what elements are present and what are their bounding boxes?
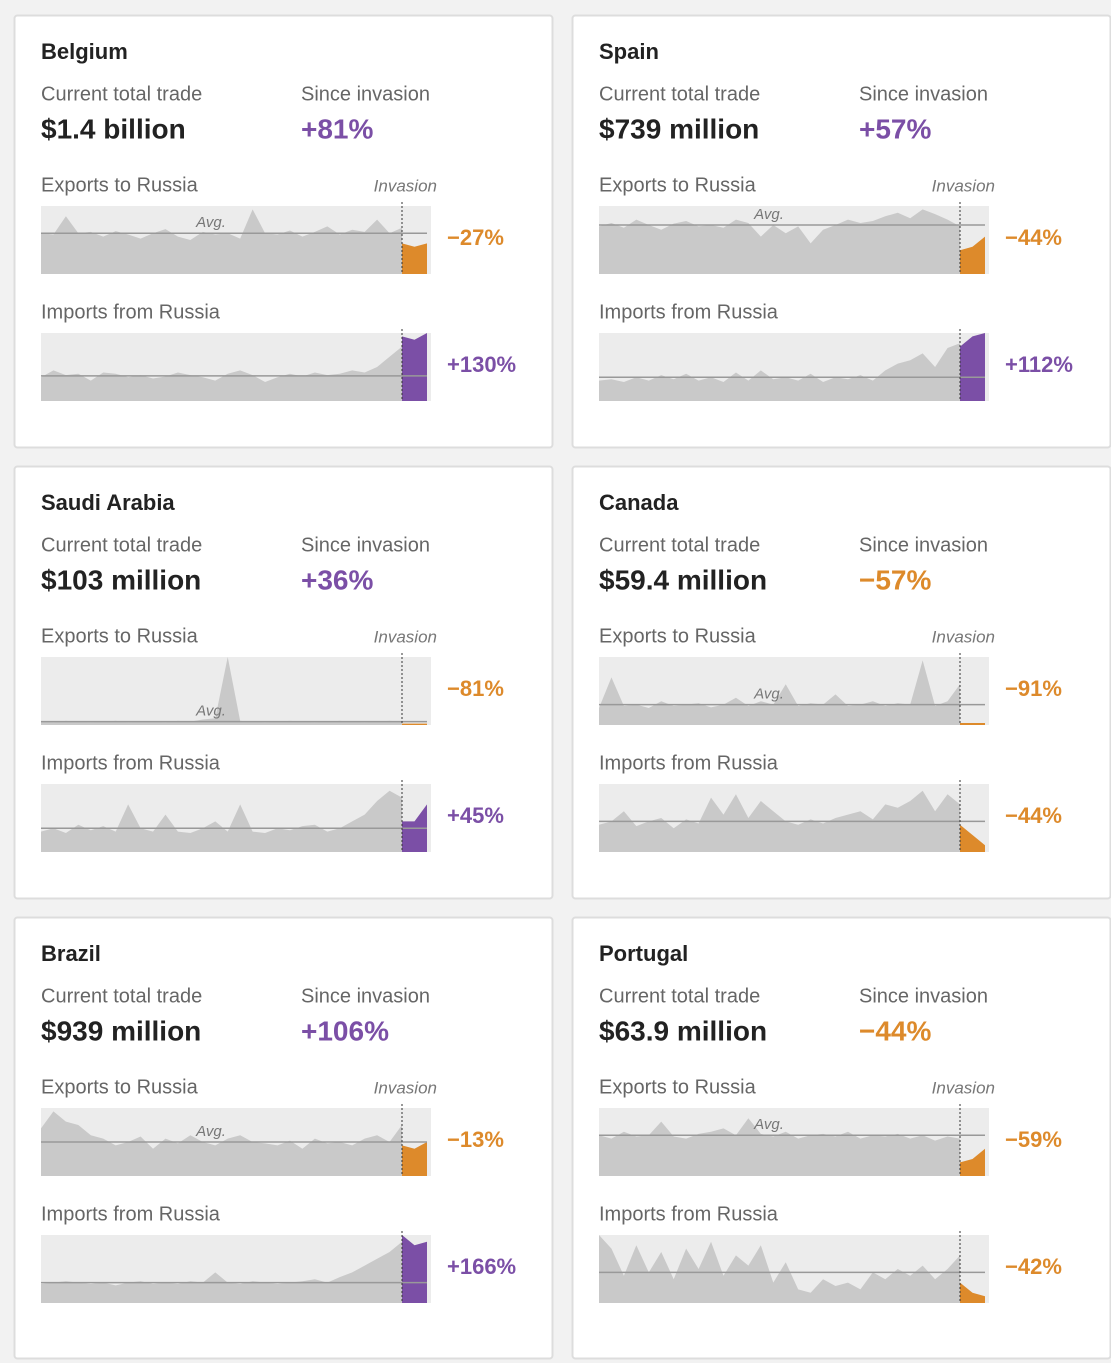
area-after (402, 723, 427, 725)
spark-label: Exports to Russia (41, 1076, 199, 1098)
total-label: Current total trade (599, 985, 760, 1007)
area-after (960, 333, 985, 401)
country-name: Spain (599, 39, 659, 64)
since-label: Since invasion (301, 83, 430, 105)
since-label: Since invasion (301, 985, 430, 1007)
spark-label: Imports from Russia (41, 301, 221, 323)
country-name: Brazil (41, 941, 101, 966)
area-before (41, 657, 402, 725)
change-value: +166% (447, 1254, 516, 1279)
spark-label: Exports to Russia (41, 625, 199, 647)
country-name: Canada (599, 490, 679, 515)
change-value: −44% (1005, 803, 1062, 828)
change-value: +45% (447, 803, 504, 828)
total-value: $1.4 billion (41, 113, 186, 144)
change-value: −59% (1005, 1127, 1062, 1152)
area-after (960, 722, 985, 725)
invasion-label: Invasion (932, 627, 995, 646)
change-value: −91% (1005, 676, 1062, 701)
area-before (41, 1241, 402, 1303)
total-label: Current total trade (599, 83, 760, 105)
area-before (599, 343, 960, 401)
total-value: $739 million (599, 113, 759, 144)
spark-label: Exports to Russia (41, 174, 199, 196)
spark-label: Exports to Russia (599, 625, 757, 647)
area-before (41, 1111, 402, 1176)
area-before (41, 346, 402, 401)
total-label: Current total trade (41, 534, 202, 556)
area-before (599, 1118, 960, 1176)
country-name: Belgium (41, 39, 128, 64)
spark-label: Imports from Russia (599, 1203, 779, 1225)
change-value: −13% (447, 1127, 504, 1152)
total-label: Current total trade (41, 985, 202, 1007)
avg-label: Avg. (753, 686, 784, 703)
spark-label: Imports from Russia (41, 752, 221, 774)
avg-label: Avg. (195, 1123, 226, 1140)
total-value: $103 million (41, 564, 201, 595)
country-name: Portugal (599, 941, 688, 966)
change-value: −81% (447, 676, 504, 701)
change-value: −27% (447, 225, 504, 250)
area-before (41, 790, 402, 852)
since-value: +81% (301, 113, 373, 144)
spark-label: Imports from Russia (599, 301, 779, 323)
since-label: Since invasion (859, 534, 988, 556)
spark-label: Imports from Russia (41, 1203, 221, 1225)
total-value: $59.4 million (599, 564, 767, 595)
area-after (960, 1148, 985, 1176)
invasion-label: Invasion (932, 176, 995, 195)
area-after (402, 1142, 427, 1176)
spark-label: Exports to Russia (599, 174, 757, 196)
since-value: +57% (859, 113, 931, 144)
change-value: −42% (1005, 1254, 1062, 1279)
since-value: +36% (301, 564, 373, 595)
area-before (599, 1235, 960, 1303)
spark-label: Imports from Russia (599, 752, 779, 774)
avg-label: Avg. (195, 703, 226, 720)
since-label: Since invasion (859, 83, 988, 105)
invasion-label: Invasion (374, 627, 437, 646)
since-value: −57% (859, 564, 931, 595)
area-after (960, 1282, 985, 1303)
country-name: Saudi Arabia (41, 490, 175, 515)
since-label: Since invasion (859, 985, 988, 1007)
change-value: −44% (1005, 225, 1062, 250)
since-value: +106% (301, 1015, 389, 1046)
area-after (402, 333, 427, 401)
area-after (402, 1235, 427, 1303)
change-value: +112% (1005, 352, 1073, 377)
since-label: Since invasion (301, 534, 430, 556)
total-label: Current total trade (41, 83, 202, 105)
area-after (960, 236, 985, 274)
avg-label: Avg. (195, 214, 226, 231)
change-value: +130% (447, 352, 516, 377)
spark-label: Exports to Russia (599, 1076, 757, 1098)
total-value: $939 million (41, 1015, 201, 1046)
since-value: −44% (859, 1015, 931, 1046)
avg-label: Avg. (753, 206, 784, 223)
invasion-label: Invasion (932, 1078, 995, 1097)
invasion-label: Invasion (374, 176, 437, 195)
area-after (960, 824, 985, 852)
area-before (599, 660, 960, 725)
area-after (402, 243, 427, 274)
total-value: $63.9 million (599, 1015, 767, 1046)
total-label: Current total trade (599, 534, 760, 556)
avg-label: Avg. (753, 1116, 784, 1133)
area-before (41, 209, 402, 274)
invasion-label: Invasion (374, 1078, 437, 1097)
